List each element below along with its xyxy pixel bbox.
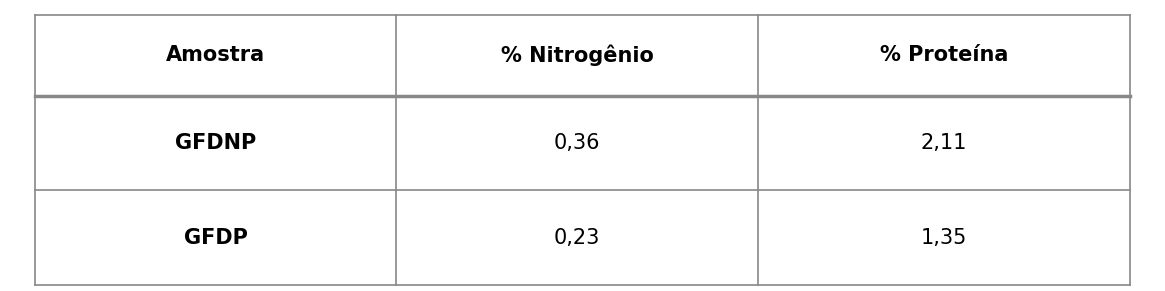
Text: 0,36: 0,36 bbox=[553, 133, 600, 153]
Text: % Proteína: % Proteína bbox=[880, 45, 1008, 65]
Text: GFDP: GFDP bbox=[184, 228, 248, 248]
Text: 1,35: 1,35 bbox=[920, 228, 967, 248]
Text: Amostra: Amostra bbox=[167, 45, 266, 65]
Text: GFDNP: GFDNP bbox=[175, 133, 256, 153]
Text: 2,11: 2,11 bbox=[920, 133, 967, 153]
Text: % Nitrogênio: % Nitrogênio bbox=[501, 45, 654, 66]
Text: 0,23: 0,23 bbox=[553, 228, 600, 248]
